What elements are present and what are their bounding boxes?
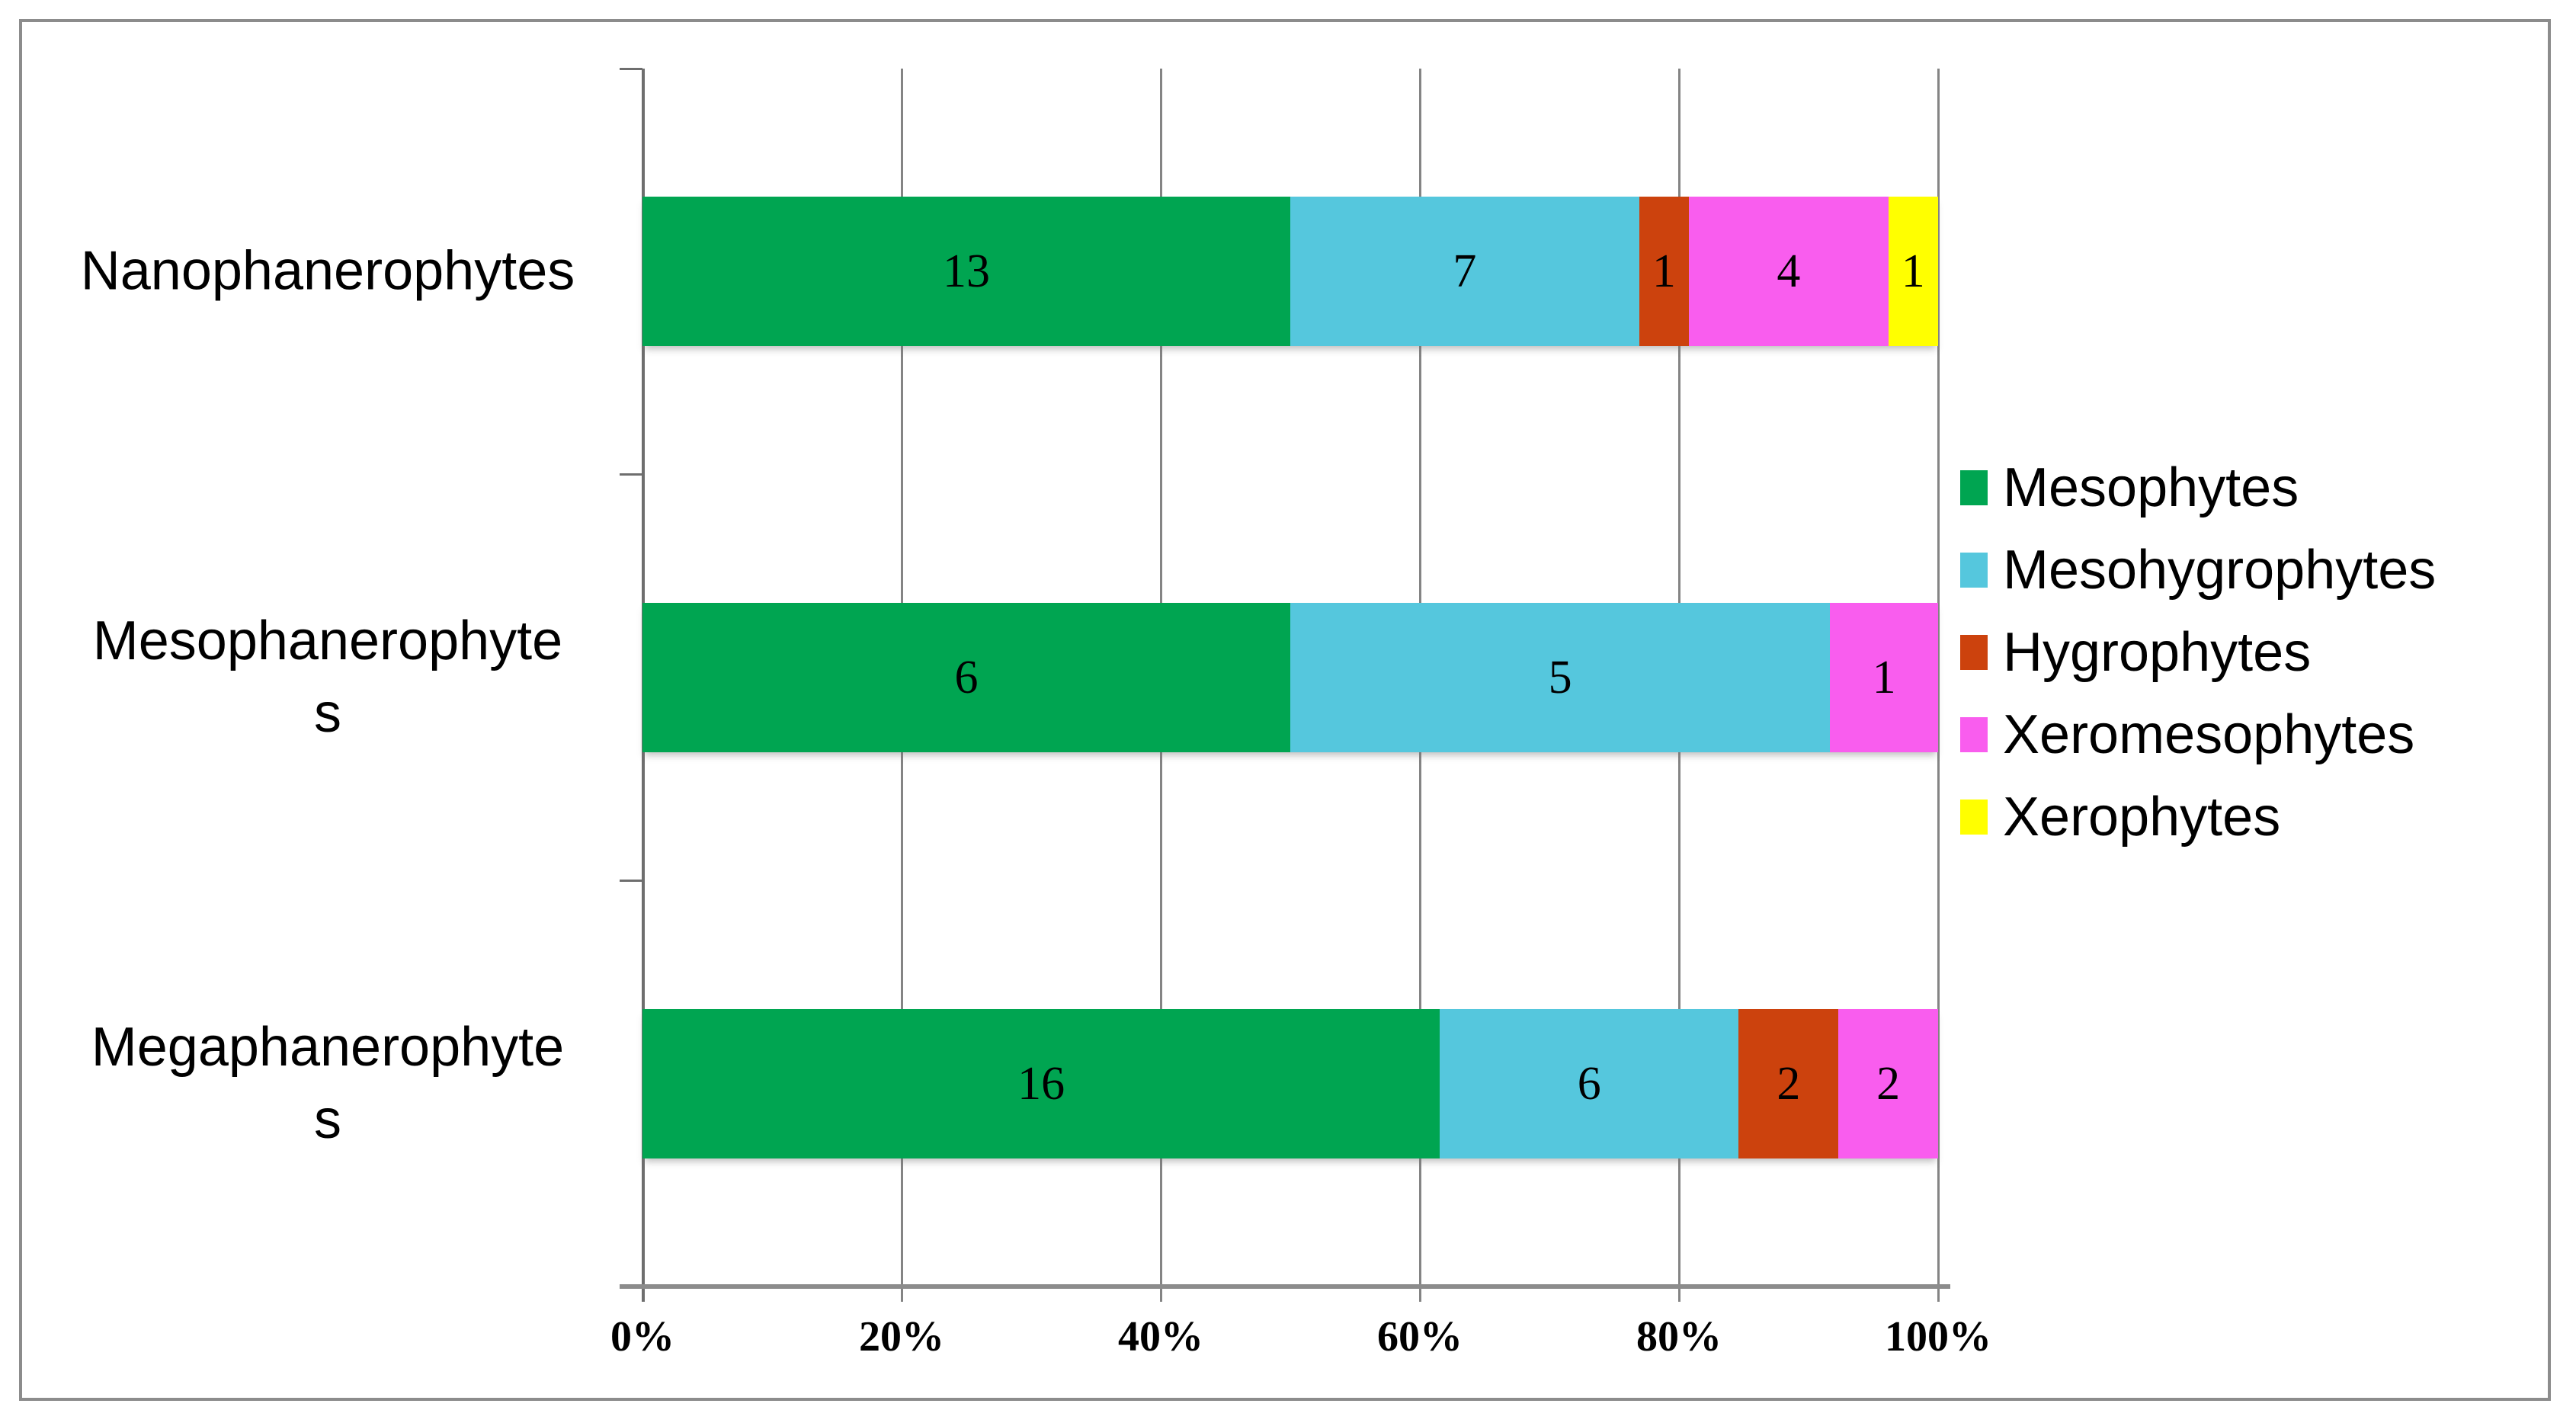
category-label-line: s [314,1088,341,1150]
bar-segment-label: 2 [1876,1057,1901,1110]
x-tick-label: 60% [1377,1313,1463,1360]
x-tick-label: 80% [1636,1313,1722,1360]
bar-segment-label: 6 [954,652,979,704]
bar-segment: 2 [1738,1008,1839,1158]
category-label: Nanophanerophytes [30,236,625,308]
bar-segment: 4 [1689,197,1889,347]
category-label-line: Mesophanerophyte [92,610,563,672]
category-label-line: Nanophanerophytes [80,240,575,302]
bar-segment: 5 [1290,603,1831,753]
legend-swatch [1960,470,1988,505]
bar-segment: 1 [1888,197,1938,347]
x-tick-label: 100% [1885,1313,1991,1360]
bar-segment-label: 1 [1652,245,1676,298]
y-axis-tick [620,473,642,476]
x-tick-label: 20% [859,1313,944,1360]
bar-row: 6 5 1 [642,603,1938,753]
bar-segment-label: 5 [1548,652,1572,704]
x-tick-label: 40% [1118,1313,1203,1360]
x-tick-label: 0% [610,1313,674,1360]
category-label-line: Megaphanerophyte [91,1016,565,1078]
legend-label: Hygrophytes [2003,622,2312,683]
legend-label: Mesophytes [2003,457,2299,518]
bar-row: 13 7 1 4 1 [642,197,1938,347]
bar-segment-label: 1 [1901,245,1925,298]
legend-swatch [1960,717,1988,752]
bar-segment-label: 2 [1777,1057,1801,1110]
legend-label: Xerophytes [2003,787,2281,848]
bar-segment: 6 [1440,1008,1739,1158]
category-label: Megaphanerophyte s [30,1011,625,1156]
legend-item: Mesohygrophytes [1960,529,2436,611]
bar-segment: 7 [1290,197,1639,347]
bar-segment: 1 [1639,197,1690,347]
legend: Mesophytes Mesohygrophytes Hygrophytes Xero… [1960,447,2436,858]
category-label-line: s [314,683,341,745]
bar-segment-label: 13 [943,245,990,298]
bar-segment: 1 [1830,603,1938,753]
bar-segment-label: 16 [1017,1057,1065,1110]
legend-swatch [1960,553,1988,588]
bar-segment: 13 [642,197,1290,347]
x-axis-line [620,1284,1950,1289]
legend-swatch [1960,635,1988,670]
bar-segment: 6 [642,603,1290,753]
legend-item: Hygrophytes [1960,611,2436,694]
legend-item: Mesophytes [1960,447,2436,529]
bar-segment-label: 7 [1453,245,1477,298]
y-axis-tick [620,67,642,70]
bar-row: 16 6 2 2 [642,1008,1938,1158]
bar-segment-label: 4 [1777,245,1801,298]
legend-swatch [1960,800,1988,835]
legend-label: Mesohygrophytes [2003,540,2437,601]
bar-segment-label: 6 [1577,1057,1601,1110]
legend-label: Xeromesophytes [2003,704,2415,765]
legend-item: Xerophytes [1960,776,2436,858]
y-axis-tick [620,879,642,882]
bar-segment: 16 [642,1008,1440,1158]
legend-item: Xeromesophytes [1960,694,2436,776]
category-label: Mesophanerophyte s [30,605,625,750]
bar-segment: 2 [1838,1008,1938,1158]
gridline [1937,69,1940,1302]
bar-segment-label: 1 [1872,652,1896,704]
